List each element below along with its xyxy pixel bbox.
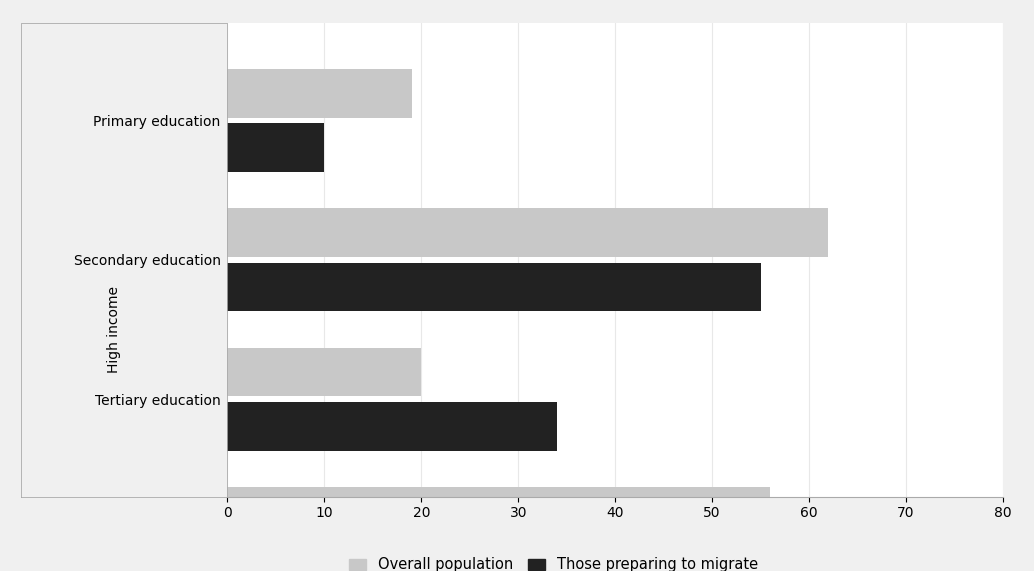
Bar bbox=[227, 402, 557, 451]
Bar bbox=[227, 208, 828, 257]
Bar bbox=[227, 487, 770, 536]
Bar bbox=[227, 263, 761, 311]
Bar bbox=[227, 348, 422, 396]
Bar bbox=[227, 541, 857, 571]
Bar bbox=[227, 69, 412, 118]
Legend: Overall population, Those preparing to migrate: Overall population, Those preparing to m… bbox=[342, 552, 764, 571]
Text: High income: High income bbox=[107, 286, 121, 373]
Bar bbox=[227, 123, 325, 172]
